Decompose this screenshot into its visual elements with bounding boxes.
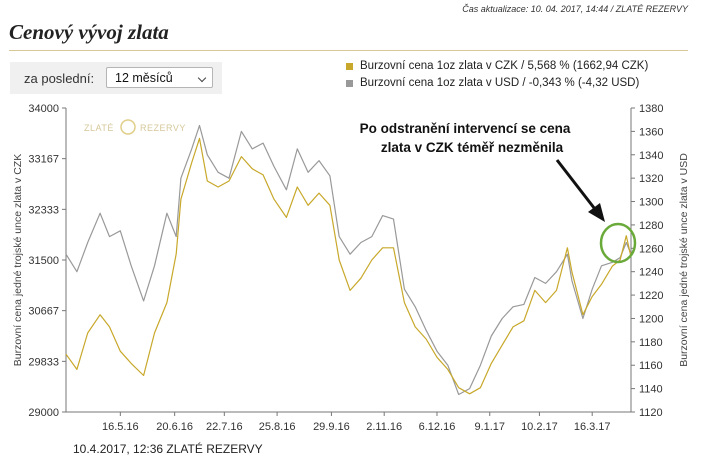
y-left-tick-label: 30667 xyxy=(28,306,59,318)
period-select-value: 12 měsíců xyxy=(115,71,173,85)
y-axis-right-title: Burzovní cena jedné trojské unce zlata v… xyxy=(678,153,690,367)
watermark-logo: ZLATÉ REZERVY xyxy=(84,119,186,135)
x-tick-label: 2.11.16 xyxy=(366,421,402,433)
period-select[interactable]: 12 měsíců xyxy=(106,67,213,88)
legend-item-czk[interactable]: Burzovní cena 1oz zlata v CZK / 5,568 % … xyxy=(346,58,648,75)
x-tick-label: 20.6.16 xyxy=(156,421,193,433)
y-left-tick-label: 34000 xyxy=(28,103,59,115)
y-left-tick-label: 29000 xyxy=(28,407,59,419)
y-right-tick-label: 1340 xyxy=(639,150,663,162)
legend-swatch-usd xyxy=(346,80,353,87)
legend-label-czk: Burzovní cena 1oz zlata v CZK / 5,568 % … xyxy=(360,60,649,72)
y-right-tick-label: 1260 xyxy=(639,243,663,255)
period-filter: za poslední: 12 měsíců xyxy=(10,62,222,94)
x-tick-label: 9.1.17 xyxy=(474,421,505,433)
y-right-tick-label: 1200 xyxy=(639,313,663,325)
page-title: Cenový vývoj zlata xyxy=(9,20,169,44)
update-timestamp: Čas aktualizace: 10. 04. 2017, 14:44 / Z… xyxy=(462,4,688,14)
chart-footer: 10.4.2017, 12:36 ZLATÉ REZERVY xyxy=(73,442,263,456)
annotation-line-1: Po odstranění intervencí se cena xyxy=(360,121,571,136)
y-left-tick-label: 29833 xyxy=(28,356,59,368)
x-tick-label: 16.5.16 xyxy=(102,421,139,433)
series-line-czk xyxy=(65,137,632,395)
series-line-usd xyxy=(65,124,632,396)
x-tick-label: 29.9.16 xyxy=(313,421,350,433)
y-right-tick-label: 1380 xyxy=(639,103,663,115)
watermark-text-right: REZERVY xyxy=(140,123,186,133)
legend-label-usd: Burzovní cena 1oz zlata v USD / -0,343 %… xyxy=(360,77,640,89)
y-left-tick-label: 33167 xyxy=(28,154,59,166)
y-right-tick-label: 1140 xyxy=(639,384,663,396)
watermark-emblem-icon xyxy=(120,119,136,135)
watermark-text-left: ZLATÉ xyxy=(84,123,114,133)
x-tick-label: 6.12.16 xyxy=(419,421,456,433)
y-right-tick-label: 1320 xyxy=(639,173,663,185)
y-right-tick-label: 1220 xyxy=(639,290,663,302)
legend-swatch-czk xyxy=(346,63,353,70)
y-right-tick-label: 1280 xyxy=(639,220,663,232)
highlight-circle xyxy=(599,222,637,264)
x-tick-label: 16.3.17 xyxy=(574,421,611,433)
annotation-line-2: zlata v CZK téměř nezměnila xyxy=(381,140,564,155)
annotation-arrow-head xyxy=(588,203,605,222)
x-tick-label: 22.7.16 xyxy=(206,421,243,433)
chart-annotation: Po odstranění intervencí se cena zlata v… xyxy=(360,121,637,264)
period-label: za poslední: xyxy=(24,71,95,86)
annotation-arrow-shaft xyxy=(555,159,600,214)
y-right-tick-label: 1240 xyxy=(639,267,663,279)
chart-legend: Burzovní cena 1oz zlata v CZK / 5,568 % … xyxy=(346,58,648,92)
y-right-tick-label: 1160 xyxy=(639,360,663,372)
title-divider xyxy=(9,50,688,51)
legend-item-usd[interactable]: Burzovní cena 1oz zlata v USD / -0,343 %… xyxy=(346,75,648,92)
y-right-tick-label: 1360 xyxy=(639,126,663,138)
x-tick-label: 10.2.17 xyxy=(521,421,558,433)
y-left-tick-label: 31500 xyxy=(28,255,59,267)
y-right-tick-label: 1120 xyxy=(639,407,663,419)
y-left-tick-label: 32333 xyxy=(28,204,59,216)
y-right-tick-label: 1180 xyxy=(639,337,663,349)
y-axis-left-title: Burzovní cena jedné trojské unce zlata v… xyxy=(12,154,24,366)
x-tick-label: 25.8.16 xyxy=(259,421,296,433)
y-right-tick-label: 1300 xyxy=(639,197,663,209)
